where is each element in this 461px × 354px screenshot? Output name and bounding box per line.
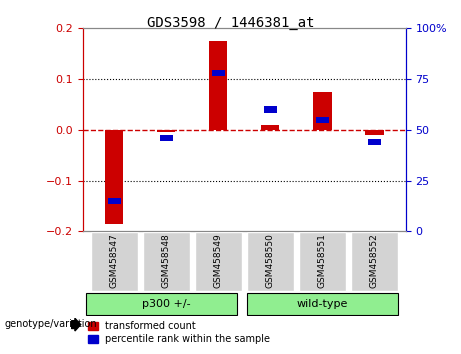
Bar — [160, 135, 173, 141]
FancyBboxPatch shape — [195, 233, 242, 291]
Text: GDS3598 / 1446381_at: GDS3598 / 1446381_at — [147, 16, 314, 30]
Bar — [105, 130, 123, 224]
Bar — [212, 70, 225, 76]
Bar — [264, 107, 277, 113]
FancyBboxPatch shape — [86, 293, 236, 315]
Legend: transformed count, percentile rank within the sample: transformed count, percentile rank withi… — [88, 321, 270, 344]
FancyBboxPatch shape — [143, 233, 189, 291]
Bar — [209, 41, 227, 130]
Bar — [368, 139, 381, 145]
FancyBboxPatch shape — [299, 233, 346, 291]
Text: GSM458547: GSM458547 — [110, 233, 119, 288]
FancyBboxPatch shape — [91, 233, 138, 291]
Text: GSM458551: GSM458551 — [318, 233, 327, 288]
Bar — [157, 130, 175, 132]
Bar — [261, 125, 279, 130]
Text: GSM458549: GSM458549 — [214, 233, 223, 288]
Text: GSM458548: GSM458548 — [162, 233, 171, 288]
Text: wild-type: wild-type — [297, 299, 348, 309]
Bar — [366, 130, 384, 135]
Bar — [316, 116, 329, 123]
Bar — [108, 198, 121, 204]
Text: GSM458552: GSM458552 — [370, 233, 379, 288]
FancyArrow shape — [71, 318, 81, 331]
Bar — [313, 92, 331, 130]
FancyBboxPatch shape — [247, 233, 294, 291]
Text: genotype/variation: genotype/variation — [5, 319, 97, 329]
FancyBboxPatch shape — [247, 293, 398, 315]
Text: p300 +/-: p300 +/- — [142, 299, 190, 309]
Text: GSM458550: GSM458550 — [266, 233, 275, 288]
FancyBboxPatch shape — [351, 233, 398, 291]
